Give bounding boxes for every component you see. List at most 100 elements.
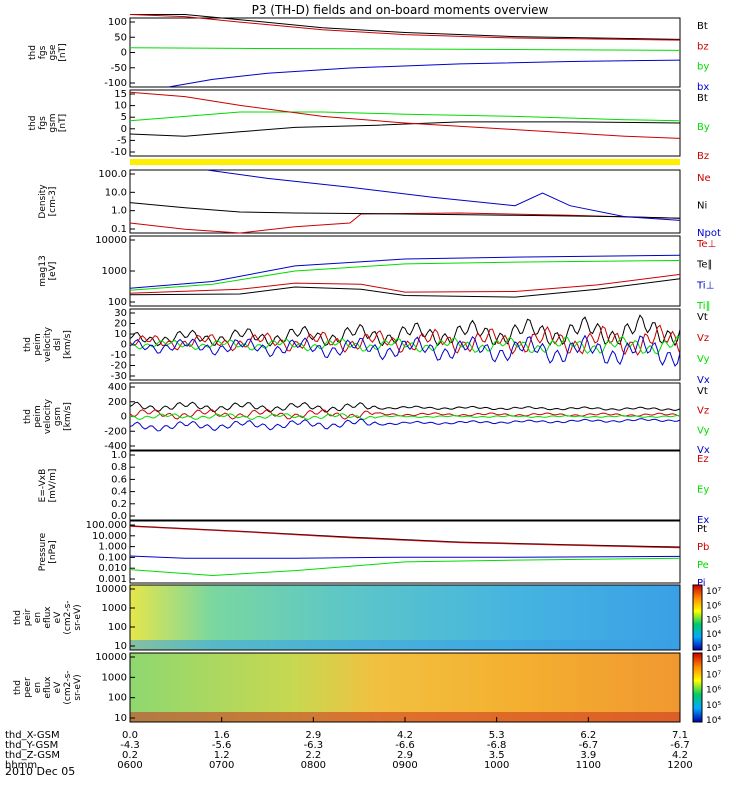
colorbar-tick-peir-2: 10⁵ (706, 616, 721, 626)
xtick-label-0-1: -4.3 (120, 740, 140, 751)
ylabel-pressure-1: [nPa] (48, 540, 58, 563)
series-peim_vel-Vt (129, 314, 681, 347)
ylabel-peim_vel-3: dsl (53, 338, 63, 351)
colorbar-tick-peer-1: 10⁷ (706, 670, 721, 680)
ytick-label-peir-0: 10000 (95, 584, 127, 595)
xtick-label-2-2: 2.2 (305, 750, 321, 761)
series-peim_vel-Vx (129, 334, 681, 367)
ylabel-peim_vel-4: [km/s] (63, 330, 73, 359)
flag-bar (130, 159, 680, 165)
ytick-label-fgs_gsm-4: -5 (117, 135, 127, 146)
colorbar-tick-peir-4: 10³ (706, 644, 721, 654)
ytick-label-peim_vel-6: -30 (111, 371, 127, 382)
panel-peir: thd peir en eflux eV (cm2-s-sr-eV) (13, 584, 703, 651)
ytick-label-peer-2: 100 (108, 693, 127, 704)
legend-density-Ni: Ni (697, 201, 707, 212)
xtick-label-3-2: 2.9 (397, 750, 413, 761)
ytick-label-peim_vel-5: -20 (111, 361, 127, 372)
ytick-label-peim_vel-3: 0 (121, 340, 127, 351)
xtick-label-4-2: 3.5 (489, 750, 505, 761)
ylabel-peim_vel-2: velocity (43, 326, 53, 362)
ylabel-peim_gsm-2: velocity (43, 398, 53, 434)
ytick-label-density-2: 1.0 (111, 206, 127, 217)
series-fgs_gse-bx (168, 59, 681, 88)
ytick-label-temperature-1: 1000 (102, 266, 127, 277)
figure-title: P3 (TH-D) fields and on-board moments ov… (252, 3, 549, 17)
series-fgs_gsm-Bz (129, 91, 681, 139)
colorbar-tick-peer-0: 10⁸ (706, 655, 721, 665)
ylabel-fgs_gse-1: fgs (38, 45, 48, 59)
ytick-label-peer-0: 10000 (95, 652, 127, 663)
ytick-label-efield-3: 0.4 (111, 487, 127, 498)
ylabel-pressure-0: Pressure (38, 532, 48, 571)
legend-density-Ne: Ne (697, 173, 711, 184)
ytick-label-pressure-3: 0.100 (98, 552, 127, 563)
ylabel-peim_gsm-0: thd (23, 409, 33, 424)
series-temperature-Te⊥ (129, 273, 681, 294)
series-pressure-Pe (129, 557, 681, 577)
series-temperature-Ti∥ (129, 260, 681, 291)
low-energy-band-peir (130, 640, 680, 650)
ylabel-peer-4: eV (53, 681, 63, 694)
ytick-label-fgs_gse-0: 100 (108, 17, 127, 28)
ytick-label-fgs_gse-4: -100 (104, 78, 127, 89)
frame-peir (129, 584, 681, 651)
frame-efield (129, 450, 681, 521)
xtick-label-5-1: -6.7 (579, 740, 599, 751)
panel-fgs_gse: thd fgs gse [nT] (28, 14, 681, 88)
xtick-label-6-2: 4.2 (672, 750, 688, 761)
ytick-label-efield-1: 0.8 (111, 462, 127, 473)
xtick-label-6-0: 7.1 (672, 730, 688, 741)
legend-fgs_gsm-Bt: Bt (697, 93, 708, 104)
colorbar-tick-peir-3: 10⁴ (706, 630, 721, 640)
series-density-Ni (129, 202, 681, 219)
legend-efield-Ex: Ex (697, 515, 709, 526)
series-peim_gsm-Vz (129, 408, 681, 420)
ytick-label-fgs_gsm-0: 15 (114, 89, 127, 100)
colorbar-peer (692, 652, 703, 723)
legend-pressure-Pi: Pi (697, 578, 706, 589)
ytick-label-peer-1: 1000 (102, 672, 127, 683)
xaxis-row-label-3: hhmm (5, 760, 37, 771)
panel-fgs_gsm: thd fgs gsm [nT] (28, 89, 681, 157)
ytick-label-pressure-0: 100.000 (86, 520, 127, 531)
ytick-label-peim_vel-2: 10 (114, 329, 127, 340)
ylabel-peir-3: eflux (43, 606, 53, 629)
panel-peer: thd peer en eflux eV (cm2-s-sr-eV) (13, 652, 703, 723)
legend-peim_vel-Vt: Vt (697, 312, 708, 323)
ylabel-peim_vel-0: thd (23, 337, 33, 352)
ylabel-efield-1: [mV/m] (48, 469, 58, 503)
legend-pressure-Pb: Pb (697, 542, 709, 553)
spectrogram-peir (130, 585, 680, 650)
legend-temperature-Ti∥: Ti∥ (696, 301, 711, 312)
ytick-label-pressure-5: 0.001 (98, 574, 127, 585)
panel-pressure: Pressure [nPa] (38, 520, 681, 584)
series-density-Npot (206, 169, 681, 221)
legend-fgs_gsm-Bz: Bz (697, 151, 709, 162)
series-peim_gsm-Vy (129, 413, 681, 421)
ytick-label-fgs_gse-1: 50 (114, 32, 127, 43)
ytick-label-fgs_gse-3: -50 (111, 63, 127, 74)
ylabel-peir-1: peir (23, 608, 33, 626)
ylabel-peim_gsm-4: [km/s] (63, 402, 73, 431)
series-pressure-Pi (129, 555, 681, 559)
legend-fgs_gse-bx: bx (697, 82, 709, 93)
xtick-label-5-3: 1100 (576, 760, 601, 771)
ylabel-peer-6: sr-eV) (73, 674, 83, 700)
ylabel-fgs_gsm-2: gsm (48, 113, 58, 132)
legend-peim_vel-Vy: Vy (697, 354, 710, 365)
ylabel-fgs_gse-2: gse (48, 44, 58, 60)
ylabel-peir-5: (cm2-s- (63, 600, 73, 634)
ylabel-temperature-1: [eV] (48, 262, 58, 281)
xtick-label-2-0: 2.9 (305, 730, 321, 741)
panel-peim_gsm: thd peim velocity gsm [km/s] (23, 382, 681, 451)
ylabel-efield-0: E=-VxB (38, 469, 48, 503)
ytick-label-peir-2: 100 (108, 622, 127, 633)
series-temperature-Ti⊥ (129, 254, 681, 289)
xtick-label-3-0: 4.2 (397, 730, 413, 741)
legend-pressure-Pt: Pt (697, 524, 707, 535)
legend-temperature-Te⊥: Te⊥ (696, 239, 716, 250)
ytick-label-fgs_gsm-5: -10 (111, 147, 127, 158)
ytick-label-density-1: 10.0 (105, 187, 127, 198)
